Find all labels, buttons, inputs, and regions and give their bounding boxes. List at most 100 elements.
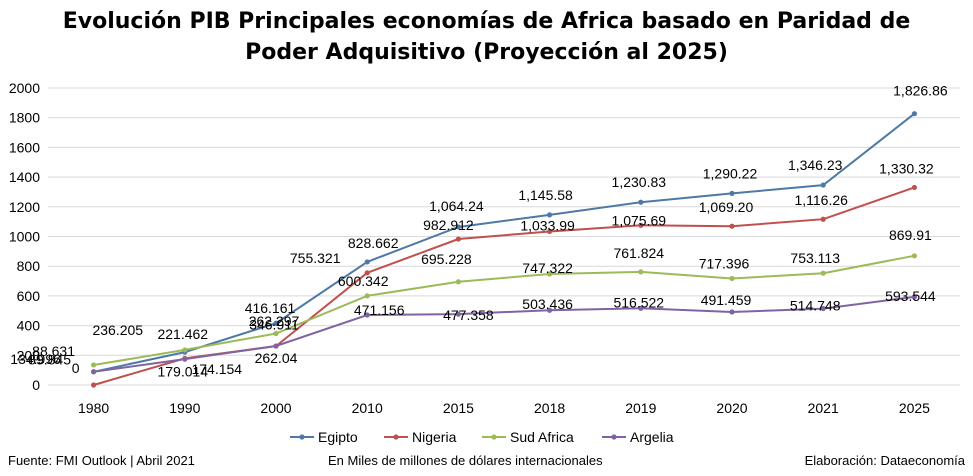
- data-label: 1,145.58: [518, 187, 573, 203]
- data-point: [547, 228, 553, 235]
- data-label: 262.297: [249, 313, 300, 329]
- data-point: [364, 259, 370, 265]
- y-tick-label: 1200: [9, 199, 40, 215]
- legend-marker: [393, 434, 399, 440]
- data-label: 471.156: [354, 302, 405, 318]
- data-point: [820, 182, 826, 188]
- data-point: [455, 224, 461, 230]
- data-point: [455, 236, 461, 242]
- data-point: [91, 369, 97, 375]
- data-label: 717.396: [699, 255, 750, 271]
- data-point: [638, 305, 644, 311]
- data-label: 1,116.26: [794, 192, 848, 208]
- data-point: [729, 223, 735, 229]
- data-point: [91, 362, 97, 368]
- data-point: [547, 307, 553, 313]
- data-point: [820, 305, 826, 312]
- data-label: 236.205: [92, 322, 143, 338]
- data-point: [820, 270, 826, 276]
- chart-title-line2: Poder Adquisitivo (Proyección al 2025): [245, 40, 728, 65]
- legend-marker: [611, 434, 617, 440]
- data-point: [364, 312, 370, 318]
- data-label: 88.631: [32, 343, 75, 359]
- y-tick-label: 400: [17, 318, 41, 334]
- credit-note: Elaboración: Dataeconomía: [804, 453, 965, 468]
- x-tick-label: 2018: [534, 400, 565, 416]
- x-tick-label: 1980: [78, 400, 109, 416]
- y-tick-label: 1800: [9, 110, 40, 126]
- x-tick-label: 2000: [260, 400, 291, 416]
- legend-label: Argelia: [630, 429, 674, 445]
- legend-label: Sud Africa: [510, 429, 574, 445]
- y-tick-label: 1400: [9, 169, 40, 185]
- x-tick-label: 2015: [443, 400, 474, 416]
- x-tick-label: 2021: [808, 400, 839, 416]
- x-tick-label: 2019: [625, 400, 656, 416]
- data-point: [455, 279, 461, 285]
- x-tick-label: 2020: [716, 400, 747, 416]
- legend-marker: [491, 434, 497, 440]
- source-note: Fuente: FMI Outlook | Abril 2021: [8, 453, 195, 468]
- y-tick-label: 800: [17, 258, 41, 274]
- data-point: [547, 212, 553, 218]
- data-label: 503.436: [522, 296, 573, 312]
- data-label: 89.845: [28, 352, 71, 368]
- data-label: 221.462: [157, 326, 208, 342]
- data-label: 828.662: [348, 235, 399, 251]
- chart-title: Evolución PIB Principales economías de A…: [0, 6, 973, 68]
- legend-label: Egipto: [318, 429, 358, 445]
- data-point: [820, 216, 826, 222]
- y-tick-label: 200: [17, 347, 41, 363]
- data-label: 869.91: [889, 227, 932, 243]
- chart-title-line1: Evolución PIB Principales economías de A…: [62, 9, 911, 34]
- data-point: [638, 199, 644, 205]
- data-label: 755.321: [290, 250, 341, 266]
- data-point: [729, 309, 735, 315]
- data-point: [182, 347, 188, 353]
- data-point: [911, 184, 918, 191]
- data-label: 174.154: [191, 361, 242, 377]
- y-tick-label: 1000: [9, 229, 40, 245]
- data-point: [547, 271, 553, 277]
- data-label: 1,330.32: [879, 160, 934, 176]
- data-point: [911, 253, 918, 259]
- data-point: [638, 222, 644, 228]
- data-point: [182, 356, 188, 362]
- y-tick-label: 600: [17, 288, 41, 304]
- data-label: 0: [72, 360, 80, 376]
- units-note: En Miles de millones de dólares internac…: [328, 453, 603, 468]
- x-tick-label: 1990: [169, 400, 200, 416]
- y-tick-label: 2000: [9, 80, 40, 96]
- x-tick-label: 2010: [352, 400, 383, 416]
- data-label: 1,033.99: [520, 217, 575, 233]
- data-point: [911, 111, 918, 117]
- data-label: 600.342: [338, 273, 389, 289]
- data-label: 982.912: [423, 217, 474, 233]
- data-point: [91, 382, 97, 388]
- data-label: 346.911: [249, 316, 299, 332]
- data-label: 477.358: [443, 307, 494, 323]
- data-label: 1,069.20: [699, 199, 754, 215]
- data-label: 593.544: [885, 288, 936, 304]
- data-label: 416.161: [245, 300, 296, 316]
- data-label: 1,346.23: [788, 157, 843, 173]
- data-point: [364, 270, 370, 276]
- data-point: [729, 275, 735, 282]
- data-point: [911, 294, 918, 300]
- data-point: [364, 293, 370, 299]
- data-label: 1,290.22: [703, 165, 758, 181]
- data-label: 179.014: [157, 363, 208, 379]
- data-label: 516.522: [613, 294, 664, 310]
- data-label: 695.228: [421, 251, 472, 267]
- data-label: 1,230.83: [612, 174, 667, 190]
- legend-marker: [299, 434, 305, 440]
- data-label: 134.996: [10, 351, 61, 367]
- y-tick-label: 0: [32, 377, 40, 393]
- data-label: 514.748: [790, 298, 841, 314]
- data-label: 262.04: [255, 350, 298, 366]
- data-label: 753.113: [790, 250, 840, 266]
- data-point: [455, 311, 461, 317]
- series-line: [93, 254, 915, 366]
- data-point: [638, 269, 644, 275]
